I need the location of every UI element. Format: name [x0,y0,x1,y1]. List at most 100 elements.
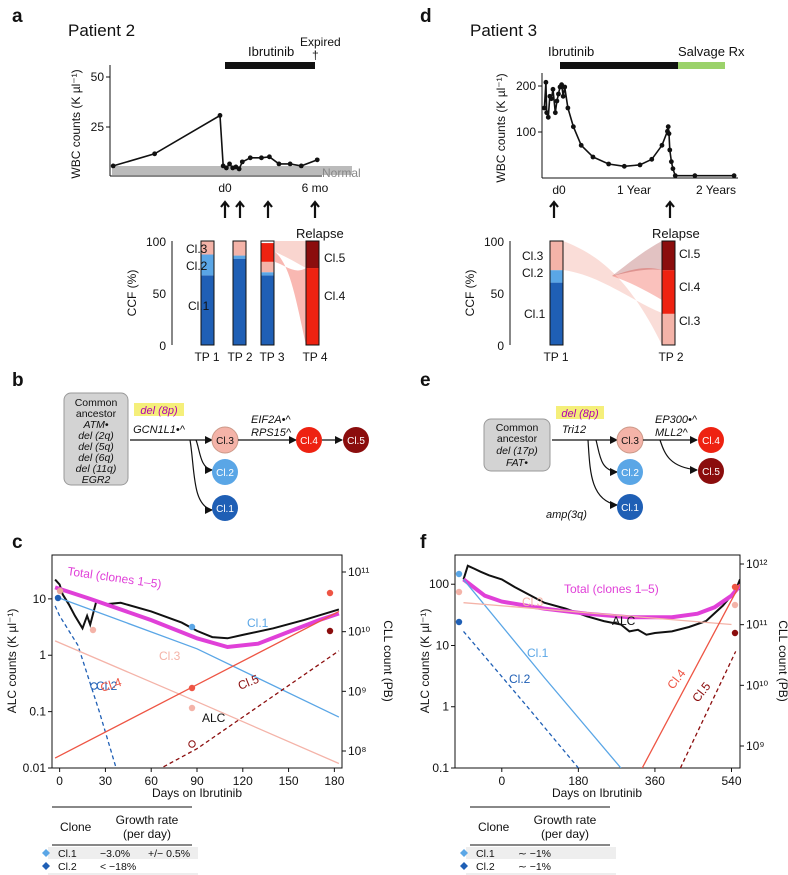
node-b-cl5 [343,427,369,453]
ccf-d-bars-bar2-outline [661,240,676,346]
chart-c-series-alc [54,578,340,640]
wbc-d-ytick-100: 100 [516,125,536,139]
table-f-row-1-diamond-icon [460,862,468,870]
ccf-a-ytick-50: 50 [153,287,167,301]
table-c-row-0-diamond-icon [42,849,50,857]
normal-range-band [112,166,352,175]
ancestor-e-line1: ancestor [497,433,538,445]
ancestor-e-line2: del (17p) [496,445,537,457]
growth-table-f: Clone Growth rate(per day) Cl.1 ∼ −1% Cl.2 ∼ … [460,806,616,875]
chart-c-ytick-0: 0.01 [23,761,47,775]
chart-f-xlabel: Days on Ibrutinib [552,786,642,800]
wbc-d-line-point-2 [544,110,550,116]
wbc-d-xtick-d0: d0 [552,183,566,197]
growth-table-c: Clone Growth rate(per day) Cl.1 −3.0% +/− 0.… [42,806,198,875]
wbc-a-line-point-0 [110,163,116,169]
chart-c-datapoint-6 [326,589,334,597]
ccf-d-ytick-50: 50 [491,287,505,301]
chart-c-y2tick-0: 10⁸ [348,744,366,758]
chart-f-datapoint-1 [455,618,463,626]
wbc-d-line-point-1 [543,79,549,85]
chart-f-y2label: CLL count (PB) [776,620,788,702]
edge1-b-line0: del (8p) [140,405,178,417]
wbc-d-line-point-16 [578,142,584,148]
chart-c-datapoint-5 [188,684,196,692]
panel-f: f 0 180 360 540 0.1 1 10 100 10⁹ 10¹⁰ 10¹¹ 10¹² Tota… [418,532,788,800]
ribbon-cl3-d [563,241,662,345]
wbc-d-line-point-27 [668,159,674,165]
table-f-row-bg-0 [466,847,616,859]
chart-c-series-cl1 [54,595,340,718]
node-b-cl2-label: Cl.2 [216,468,234,479]
ccf-a-bars-bar3-cl1 [261,275,274,345]
ccf-d-label-cl3b: Cl.3 [679,314,701,328]
table-f-row-1-clone: Cl.2 [476,861,495,873]
ccf-d-ylabel: CCF (%) [463,270,477,317]
ccf-d-bars-bar2-cl5 [662,241,675,271]
table-c-row-1-diamond-icon [42,862,50,870]
edge2-e-line0: EP300•^ [655,414,698,426]
chart-c-xtick-0: 0 [56,774,63,788]
chart-f-ytick-2: 10 [436,638,450,652]
wbc-d-line-point-8 [554,98,560,104]
table-f-header-rate: Growth rate [534,813,597,827]
panel-a-title: Patient 2 [68,21,135,40]
node-b-cl2 [212,459,238,485]
ccf-a-bars-bar4-cl4 [306,268,319,345]
chart-c-series-cl5 [159,650,340,768]
ccf-a-bars-bar4-outline [305,240,320,346]
chart-c-label-totalclones15: Total (clones 1–5) [67,564,163,591]
chart-c-xtick-5: 150 [279,774,299,788]
wbc-a-line-point-15 [298,163,304,169]
edge-e-cl3-cl5 [659,439,698,471]
ccf-d-tp2: TP 2 [658,350,683,364]
wbc-a-ylabel: WBC counts (K µl⁻¹) [69,69,83,178]
wbc-a-line-point-8 [236,166,242,172]
node-b-cl5-label: Cl.5 [347,436,365,447]
table-c-row-0-clone: Cl.1 [58,848,77,860]
ancestor-b-line5: del (6q) [78,452,114,464]
tp1-d-arrow-icon [549,200,559,218]
chart-c-label-cl3: Cl.3 [159,649,181,663]
ccf-a-ytick-100: 100 [146,235,166,249]
table-c-header-rate: Growth rate [116,813,179,827]
table-c-header-perday: (per day) [123,827,171,841]
chart-c-datapoint-7 [326,627,334,635]
ccf-a-bars-bar2-cl2 [233,255,246,259]
wbc-d-line-point-28 [670,166,676,172]
ccf-d-bars-bar1-outline [549,240,564,346]
chart-f-series-cl1 [462,578,622,768]
wbc-d-line-point-7 [552,110,558,116]
edge-b-cl1 [189,439,213,511]
wbc-d-xtick-1year: 1 Year [617,183,651,197]
chart-f-series-layer [462,564,740,768]
ccf-d-bars-bar1-cl3 [550,241,563,271]
ccf-d-bars-bar1-cl1 [550,282,563,345]
ccf-a-bars-bar3-cl3 [261,261,274,273]
salvage-bar [678,62,725,69]
chart-c-label-alc: ALC [202,711,226,725]
chart-c-datapoint-4 [188,704,196,712]
ccf-a-bars-bar3-cl2 [261,272,274,276]
wbc-d-line-point-25 [666,131,672,137]
ccf-a-bars-bar4-cl5 [306,241,319,269]
chart-c-label-cl5: Cl.5 [236,672,261,693]
chart-c-xtick-2: 60 [145,774,159,788]
edge2-b-line1: RPS15^ [251,427,292,439]
relapse-label-a: Relapse [296,226,344,241]
edge1-e-line1: Tri12 [562,424,586,436]
chart-f-label-cl2: Cl.2 [509,672,531,686]
tp2-arrow-icon [235,200,245,218]
ccf-a-tp4: TP 4 [302,350,327,364]
wbc-a-line-point-16 [314,157,320,163]
chart-c-y2label: CLL count (PB) [381,620,395,702]
chart-c-series-totalclones15 [54,585,340,650]
arrowhead-b-cl1-icon [205,506,213,514]
table-c-row-1-clone: Cl.2 [58,861,77,873]
chart-f-series-cl4 [641,583,740,768]
edge2-b-line0: EIF2A•^ [251,414,291,426]
chart-c-xtick-6: 180 [324,774,344,788]
chart-f-y2tick-2: 10¹¹ [746,618,767,632]
